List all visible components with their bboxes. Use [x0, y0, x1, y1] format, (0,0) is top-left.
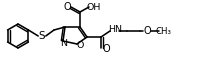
Text: CH₃: CH₃	[156, 26, 172, 36]
Text: O: O	[143, 26, 151, 36]
Text: O: O	[103, 44, 110, 54]
Text: N: N	[60, 40, 67, 48]
Text: O: O	[76, 40, 84, 50]
Text: O: O	[63, 1, 71, 11]
Text: HN: HN	[109, 26, 123, 34]
Text: OH: OH	[87, 3, 101, 11]
Text: S: S	[39, 31, 45, 41]
